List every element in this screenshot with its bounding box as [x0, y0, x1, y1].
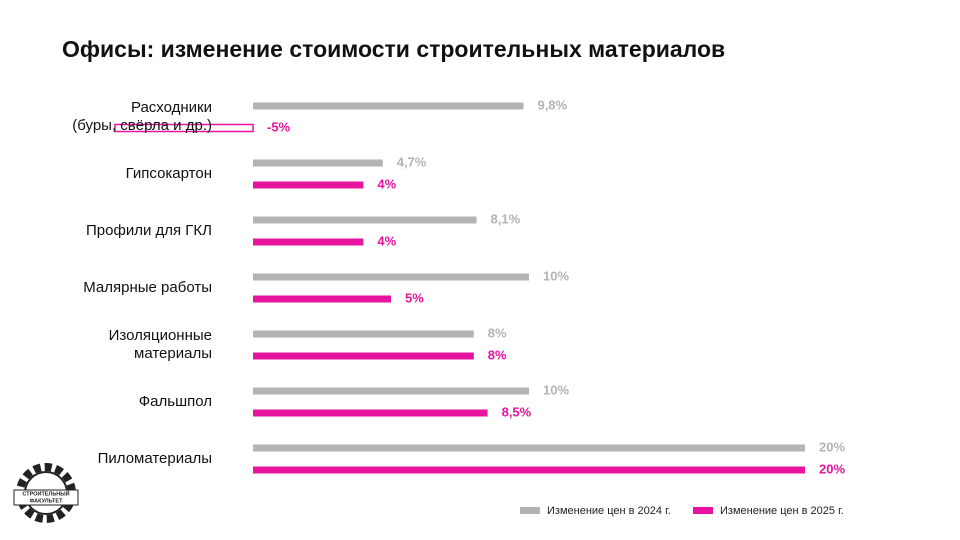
category-label: Профили для ГКЛ	[86, 222, 212, 239]
value-label: 20%	[819, 439, 845, 454]
legend-label: Изменение цен в 2024 г.	[547, 505, 671, 517]
value-label: 8%	[488, 325, 507, 340]
legend-swatch	[520, 507, 540, 514]
legend-swatch	[693, 507, 713, 514]
bar	[253, 352, 474, 360]
category-label: Гипсокартон	[125, 165, 212, 182]
value-label: 8%	[488, 347, 507, 362]
bar	[253, 387, 529, 395]
bar	[253, 238, 364, 246]
category-label: Фальшпол	[138, 393, 212, 410]
category-label: Изоляционные материалы	[108, 327, 212, 362]
value-label: 5%	[405, 290, 424, 305]
legend-label: Изменение цен в 2025 г.	[720, 505, 844, 517]
logo-text: ФАКУЛЬТЕТ	[30, 498, 64, 504]
value-label: 8,1%	[491, 211, 521, 226]
bar	[253, 295, 391, 303]
bar	[253, 273, 529, 281]
bar	[253, 181, 364, 189]
bar	[253, 102, 524, 110]
bar	[253, 466, 805, 474]
logo-text: СТРОИТЕЛЬНЫЙ	[22, 489, 69, 497]
bar	[253, 216, 477, 224]
logo-band	[13, 489, 79, 506]
category-label: Расходники (буры, свёрла и др.)	[72, 99, 212, 134]
bar	[253, 444, 805, 452]
value-label: 10%	[543, 382, 569, 397]
bar	[114, 123, 254, 133]
value-label: 9,8%	[537, 97, 567, 112]
value-label: -5%	[267, 119, 291, 134]
value-label: 4%	[377, 233, 396, 248]
bar	[253, 330, 474, 338]
bar	[253, 409, 488, 417]
category-label: Малярные работы	[83, 279, 212, 296]
category-label: Пиломатериалы	[97, 450, 212, 467]
logo: СТРОИТЕЛЬНЫЙ ФАКУЛЬТЕТ	[13, 463, 79, 523]
value-label: 10%	[543, 268, 569, 283]
bar	[253, 159, 383, 167]
chart-title: Офисы: изменение стоимости строительных …	[62, 36, 726, 62]
value-label: 8,5%	[502, 404, 532, 419]
value-label: 4,7%	[397, 154, 427, 169]
value-label: 4%	[377, 176, 396, 191]
value-label: 20%	[819, 461, 845, 476]
